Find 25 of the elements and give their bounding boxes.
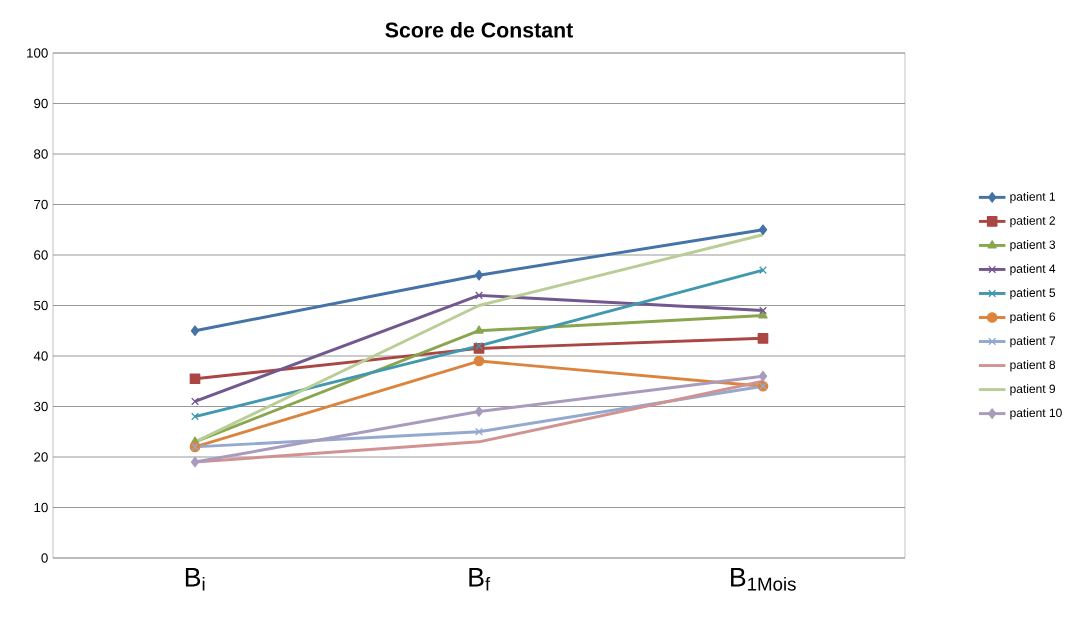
x-tick-label: B$_{1Mois}$ — [731, 568, 796, 591]
y-tick-label: 0 — [41, 553, 48, 563]
y-tick-label: 60 — [34, 250, 48, 260]
legend-label: patient 7 — [1010, 336, 1055, 348]
y-tick-label: 30 — [33, 401, 48, 412]
chart-title: Score de Constant — [385, 21, 573, 38]
legend-label: patient 8 — [1010, 360, 1056, 372]
legend-label: patient 4 — [1010, 264, 1056, 276]
y-tick-label: 50 — [34, 300, 48, 311]
legend-label: patient 5 — [1010, 288, 1056, 300]
y-tick-label: 80 — [34, 149, 48, 159]
y-tick-label: 20 — [34, 452, 48, 462]
x-tick-label: B$_{i}$ — [185, 568, 205, 591]
legend-label: patient 2 — [1010, 216, 1055, 228]
y-tick-label: 10 — [34, 502, 48, 513]
legend-label: patient 9 — [1010, 384, 1056, 396]
legend-label: patient 6 — [1010, 312, 1056, 324]
y-tick-label: 40 — [33, 351, 48, 361]
x-tick-label: B$_{f}$ — [469, 568, 491, 591]
legend-label: patient 3 — [1010, 240, 1056, 252]
y-tick-label: 70 — [34, 199, 48, 210]
legend-label: patient 10 — [1010, 408, 1062, 420]
y-tick-label: 100 — [27, 48, 48, 58]
legend-label: patient 1 — [1010, 192, 1056, 204]
y-tick-label: 90 — [34, 98, 48, 109]
